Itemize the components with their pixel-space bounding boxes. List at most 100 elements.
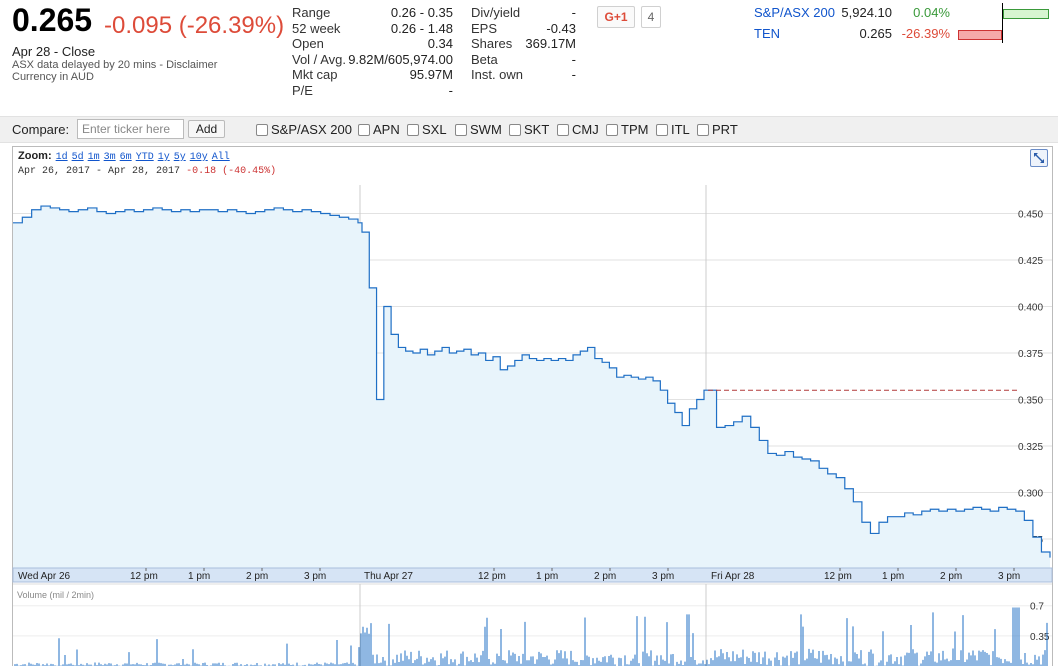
stat-label: EPS <box>471 20 498 36</box>
checkbox-box[interactable] <box>656 123 668 136</box>
y-tick-label: 0.450 <box>1018 210 1043 221</box>
stat-label: Inst. own <box>471 67 524 82</box>
zoom-option-all[interactable]: All <box>211 152 230 163</box>
price-line <box>13 205 1051 558</box>
stat-row: Div/yield - <box>471 5 576 21</box>
close-status: Apr 28 - Close <box>12 44 96 59</box>
checkbox-box[interactable] <box>455 123 467 136</box>
compare-ticker-label: SWM <box>470 122 502 137</box>
checkbox-box[interactable] <box>606 123 618 136</box>
index-row[interactable]: S&P/ASX 200 5,924.10 0.04% <box>754 5 950 23</box>
compare-ticker-checkbox[interactable]: APN <box>358 122 400 137</box>
compare-ticker-checkbox[interactable]: S&P/ASX 200 <box>256 122 352 137</box>
compare-add-button[interactable]: Add <box>188 120 225 138</box>
compare-ticker-checkbox[interactable]: ITL <box>656 122 690 137</box>
compare-ticker-label: SKT <box>524 122 550 137</box>
y-tick-label: 0.300 <box>1018 489 1043 500</box>
last-price: 0.265 <box>12 2 93 38</box>
compare-ticker-checkbox[interactable]: CMJ <box>557 122 599 137</box>
stat-value: - <box>571 67 576 82</box>
stat-row: P/E - <box>292 83 453 99</box>
stat-label: Beta <box>471 51 498 67</box>
index-change: -26.39% <box>901 26 950 41</box>
stat-value: 0.26 - 1.48 <box>390 20 453 36</box>
stat-label: Shares <box>471 36 513 51</box>
y-tick-label: 0.375 <box>1018 349 1043 360</box>
index-change-bar <box>1003 9 1049 19</box>
range-from: Apr 26, 2017 <box>18 166 91 177</box>
compare-ticker-checkbox[interactable]: TPM <box>606 122 648 137</box>
compare-ticker-checkbox[interactable]: SWM <box>455 122 502 137</box>
compare-ticker-checkbox[interactable]: SKT <box>509 122 549 137</box>
stat-value: 0.34 <box>427 36 453 51</box>
stat-value: 95.97M <box>409 67 453 82</box>
currency-note: Currency in AUD <box>12 71 94 83</box>
zoom-option-ytd[interactable]: YTD <box>135 152 154 163</box>
zoom-option-1m[interactable]: 1m <box>87 152 100 163</box>
index-row[interactable]: TEN 0.265 -26.39% <box>754 26 950 44</box>
chart-frame <box>12 146 1053 666</box>
stats-column-right: Div/yield - EPS -0.43 Shares 369.17M Beta - Inst… <box>471 5 576 83</box>
checkbox-box[interactable] <box>509 123 521 136</box>
zoom-bar: Zoom: 1d 5d 1m 3m 6m YTD 1y 5y 10y All <box>18 150 230 163</box>
stat-label: 52 week <box>292 20 341 36</box>
compare-ticker-input[interactable] <box>77 119 184 139</box>
stat-row: Shares 369.17M <box>471 36 576 52</box>
zoom-option-5d[interactable]: 5d <box>71 152 84 163</box>
x-tick-label: 3 pm <box>304 571 326 582</box>
index-name[interactable]: S&P/ASX 200 <box>754 5 835 20</box>
zoom-option-10y[interactable]: 10y <box>189 152 208 163</box>
x-tick-label: 2 pm <box>594 571 616 582</box>
checkbox-box[interactable] <box>407 123 419 136</box>
y-tick-label: 0.400 <box>1018 303 1043 314</box>
index-name[interactable]: TEN <box>754 26 780 41</box>
zoom-option-5y[interactable]: 5y <box>173 152 186 163</box>
index-price: 0.265 <box>859 26 892 41</box>
checkbox-box[interactable] <box>256 123 268 136</box>
expand-chart-button[interactable] <box>1030 149 1048 167</box>
stat-value: 0.26 - 0.35 <box>390 5 453 20</box>
stat-row: Open 0.34 <box>292 36 453 52</box>
compare-ticker-label: SXL <box>422 122 447 137</box>
checkbox-box[interactable] <box>557 123 569 136</box>
stat-label: Div/yield <box>471 5 521 20</box>
checkbox-box[interactable] <box>697 123 709 136</box>
y-tick-label: 0.425 <box>1018 256 1043 267</box>
x-tick-label: 1 pm <box>536 571 558 582</box>
stat-value: - <box>448 82 453 98</box>
x-tick-label: 12 pm <box>478 571 506 582</box>
compare-ticker-label: TPM <box>621 122 649 137</box>
stat-value: - <box>571 5 576 20</box>
x-tick-label: 1 pm <box>188 571 210 582</box>
stat-row: Range 0.26 - 0.35 <box>292 5 453 21</box>
stat-value: 9.82M/605,974.00 <box>348 51 453 67</box>
x-axis-band <box>12 567 1053 583</box>
checkbox-box[interactable] <box>358 123 370 136</box>
range-to: Apr 28, 2017 <box>108 166 181 177</box>
zoom-option-1y[interactable]: 1y <box>157 152 170 163</box>
compare-ticker-checkbox[interactable]: SXL <box>407 122 447 137</box>
stat-row: Vol / Avg. 9.82M/605,974.00 <box>292 52 453 68</box>
stat-row: 52 week 0.26 - 1.48 <box>292 21 453 37</box>
price-change: -0.095 (-26.39%) <box>104 12 285 39</box>
stat-value: 369.17M <box>525 36 576 51</box>
stats-column-left: Range 0.26 - 0.35 52 week 0.26 - 1.48 Open 0.… <box>292 5 453 98</box>
volume-tick-label: 0.35 <box>1030 632 1050 643</box>
zoom-option-1d[interactable]: 1d <box>55 152 68 163</box>
compare-ticker-checkbox[interactable]: PRT <box>697 122 738 137</box>
index-change: 0.04% <box>913 5 950 20</box>
x-tick-label: 2 pm <box>246 571 268 582</box>
compare-ticker-label: ITL <box>671 122 690 137</box>
delay-disclaimer[interactable]: ASX data delayed by 20 mins - Disclaimer <box>12 59 218 71</box>
x-tick-label: Thu Apr 27 <box>364 571 413 582</box>
zoom-option-3m[interactable]: 3m <box>103 152 116 163</box>
zoom-option-6m[interactable]: 6m <box>119 152 132 163</box>
expand-icon <box>1034 153 1044 163</box>
x-tick-label: 1 pm <box>882 571 904 582</box>
price-area-fill <box>13 206 1050 568</box>
gplus-count: 4 <box>641 6 661 28</box>
range-readout: Apr 26, 2017 - Apr 28, 2017 -0.18 (-40.4… <box>18 166 277 177</box>
gplus-button[interactable]: G+1 <box>597 6 635 28</box>
range-change: -0.18 (-40.45%) <box>186 166 277 177</box>
